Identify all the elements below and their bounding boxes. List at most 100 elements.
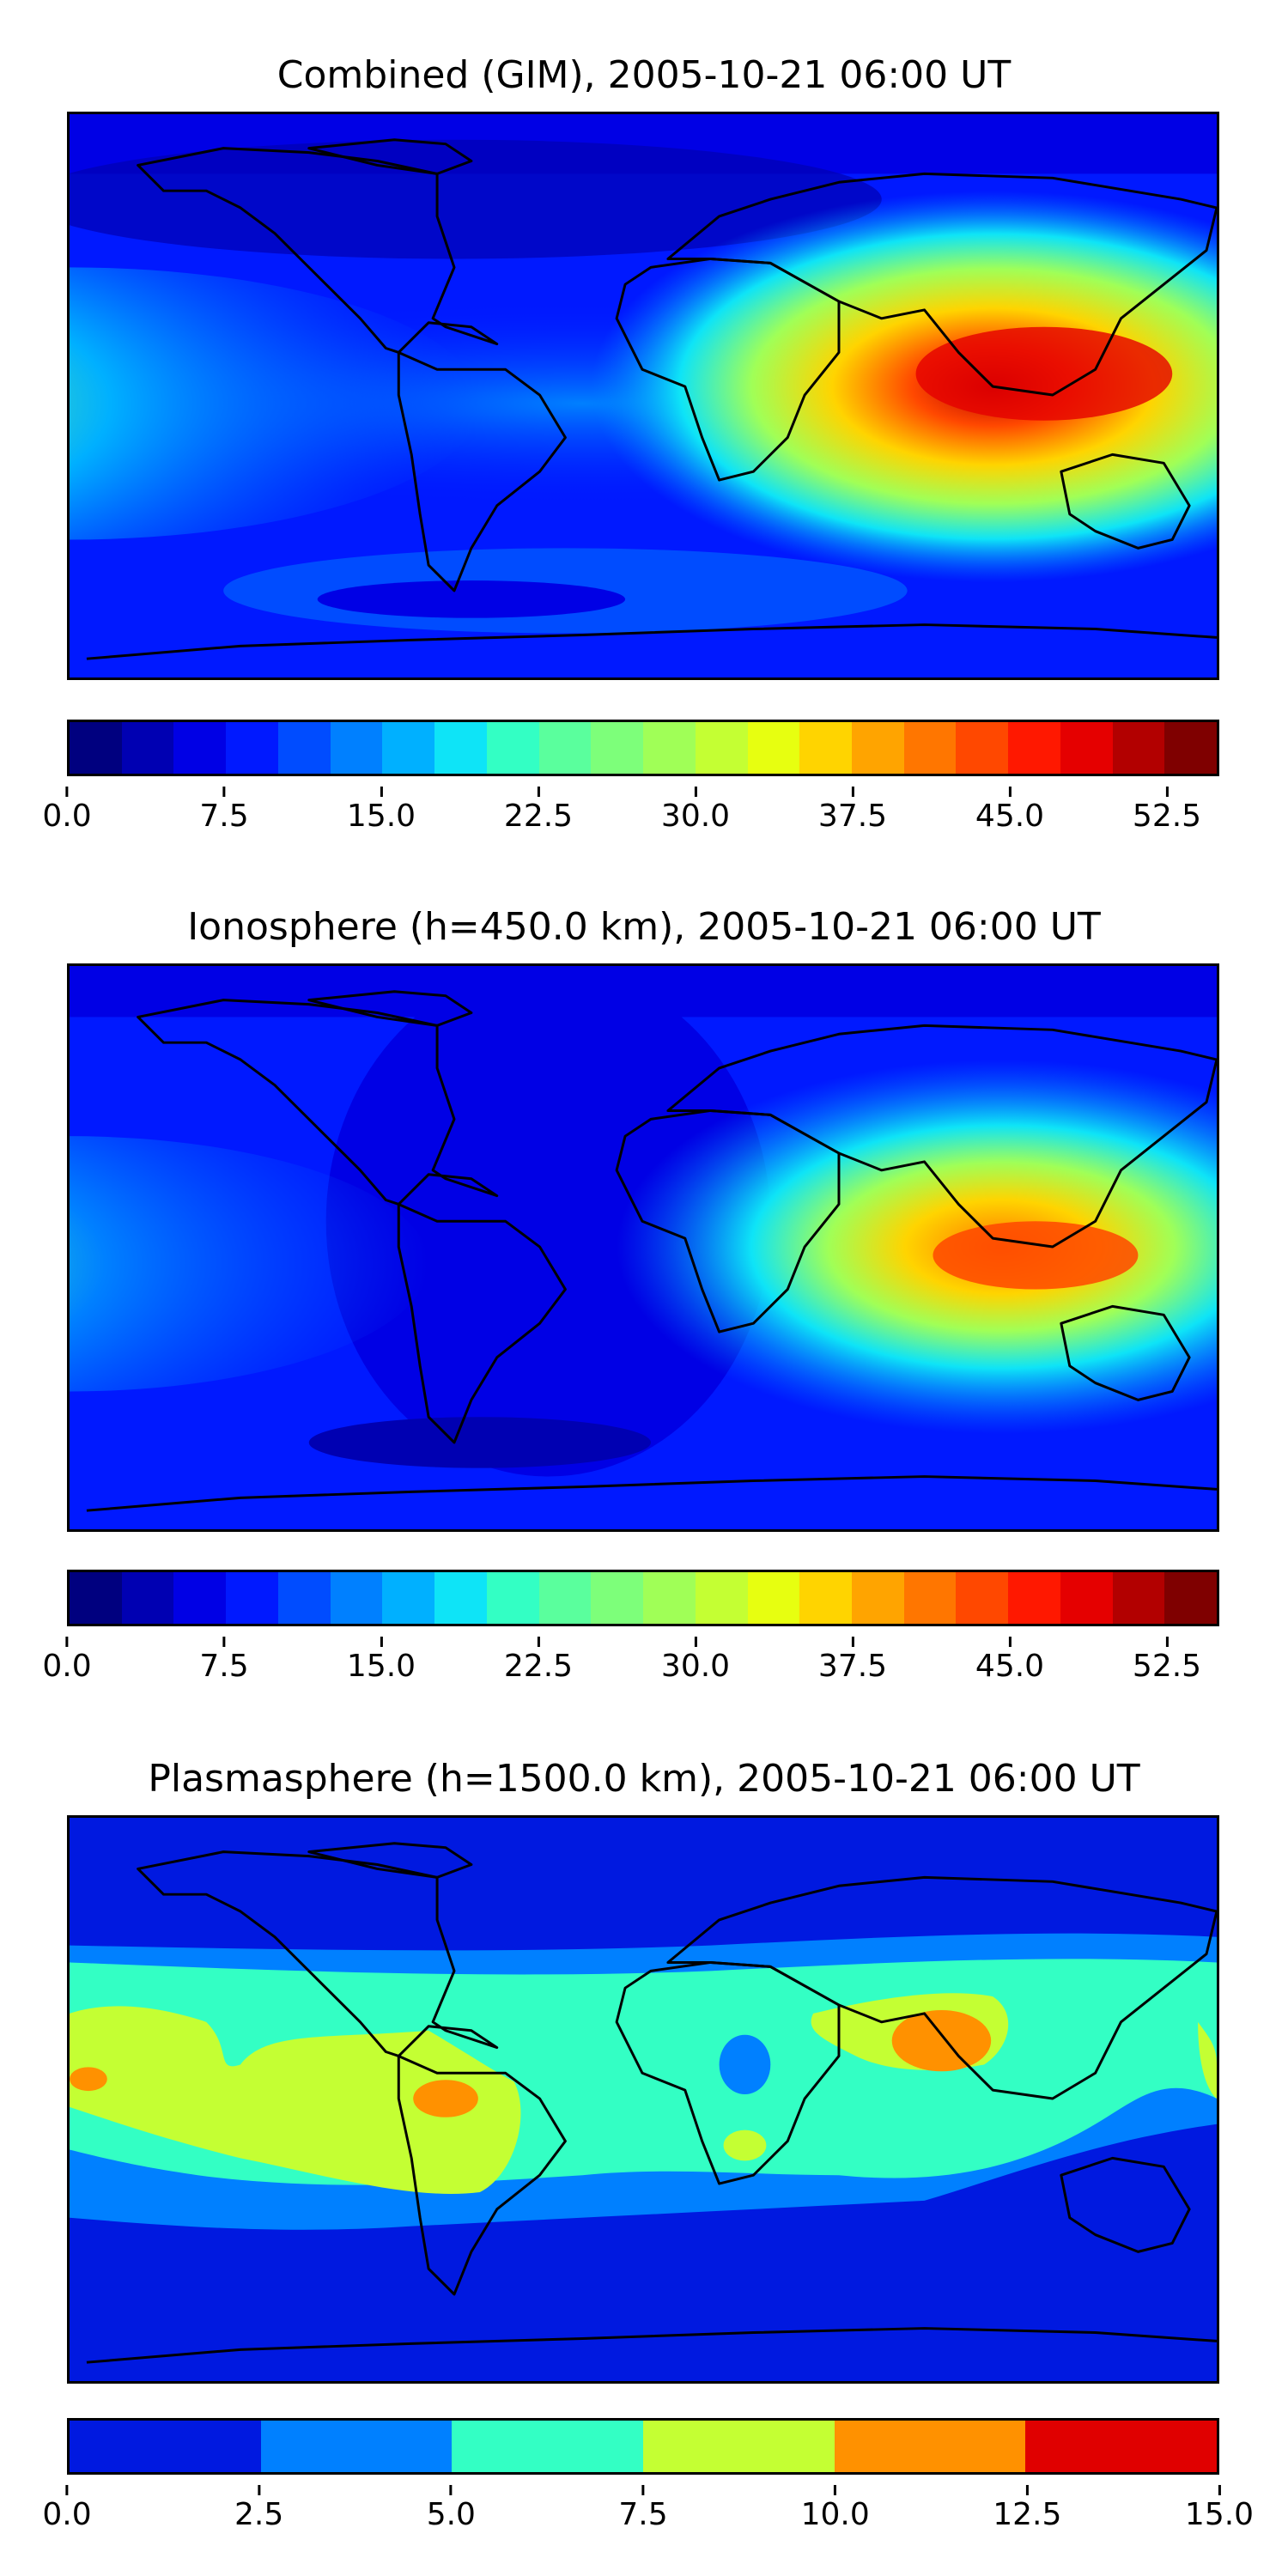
colorbar-ticks: 0.0 2.5 5.0 7.5 10.0 12.5 15.0: [42, 2485, 1254, 2549]
eurasia-outline: [666, 1024, 1217, 1249]
atlantic-low: [325, 966, 771, 1477]
asia-core: [933, 1221, 1139, 1290]
map-svg: [70, 1818, 1217, 2381]
colorbar-tick-label: 0.0: [42, 1637, 92, 1684]
level-4-india: [891, 2009, 992, 2072]
colorbar-tick-label: 7.5: [199, 787, 249, 834]
colorbar-tick-label: 2.5: [234, 2485, 284, 2532]
colorbar-tick-label: 37.5: [817, 1637, 888, 1684]
colorbar-tick-label: 5.0: [426, 2485, 476, 2532]
map-svg: [70, 966, 1217, 1529]
colorbar-level-4: [834, 2421, 1026, 2472]
colorbar-level-8: [486, 722, 539, 774]
colorbar-level-12: [695, 1572, 748, 1624]
colorbar-level-20: [1112, 722, 1165, 774]
colorbar-tick-label: 7.5: [618, 2485, 668, 2532]
colorbar-tick-label: 22.5: [503, 787, 574, 834]
eurasia-outline: [666, 1875, 1217, 2100]
colorbar-tick-label: 12.5: [993, 2485, 1062, 2532]
colorbar-level-14: [799, 1572, 853, 1624]
chart-title: Plasmasphere (h=1500.0 km), 2005-10-21 0…: [148, 1757, 1140, 1801]
colorbar-tick-label: 0.0: [42, 787, 92, 834]
tec-map: [67, 963, 1219, 1532]
colorbar-level-11: [643, 722, 696, 774]
tec-map: [67, 112, 1219, 680]
colorbar-level-1: [121, 722, 174, 774]
colorbar-level-19: [1060, 1572, 1113, 1624]
colorbar-tick-label: 15.0: [1184, 2485, 1255, 2532]
colorbar-level-15: [852, 722, 904, 774]
colorbar-level-0: [70, 1572, 122, 1624]
colorbar-tick-label: 15.0: [346, 1637, 416, 1684]
colorbar-tick-label: 30.0: [660, 787, 731, 834]
antarctica-outline: [86, 1475, 1217, 1512]
north-low: [70, 139, 882, 259]
colorbar-tick-label: 0.0: [42, 2485, 92, 2532]
asia-peak: [591, 191, 1217, 582]
colorbar-level-17: [956, 722, 1009, 774]
colorbar-level-21: [1164, 722, 1218, 774]
colorbar-ticks: 0.0 7.5 15.0 22.5 30.0 37.5 45.0 52.5: [42, 787, 1219, 850]
greenland-outline: [307, 1842, 473, 1879]
asia-peak: [617, 1060, 1217, 1434]
colorbar-level-3: [226, 1572, 278, 1624]
antarctica-outline: [86, 623, 1217, 660]
colorbar-level-15: [852, 1572, 904, 1624]
map-svg: [70, 114, 1217, 677]
colorbar-level-5: [330, 1572, 383, 1624]
colorbar-tick-label: 22.5: [503, 1637, 574, 1684]
asia-core: [915, 326, 1173, 421]
colorbar-level-16: [903, 1572, 957, 1624]
colorbar-tick-label: 37.5: [817, 787, 888, 834]
colorbar-level-21: [1164, 1572, 1218, 1624]
colorbar-level-13: [747, 1572, 800, 1624]
colorbar-level-1: [121, 1572, 174, 1624]
colorbar-level-3: [643, 2421, 835, 2472]
australia-outline: [1060, 2156, 1191, 2253]
colorbar-level-4: [277, 1572, 331, 1624]
south-america-outline: [397, 2054, 567, 2296]
colorbar-level-18: [1008, 722, 1060, 774]
colorbar-level-10: [591, 1572, 644, 1624]
colorbar-level-9: [538, 722, 592, 774]
colorbar-level-5: [1025, 2421, 1218, 2472]
colorbar-tick-label: 15.0: [346, 787, 416, 834]
colorbar-level-6: [382, 722, 435, 774]
colorbar-tick-label: 45.0: [975, 1637, 1045, 1684]
colorbar-level-14: [799, 722, 853, 774]
colorbar-level-4: [277, 722, 331, 774]
colorbar-level-9: [538, 1572, 592, 1624]
colorbar-level-13: [747, 722, 800, 774]
coastlines: [86, 990, 1217, 1512]
colorbar-level-11: [643, 1572, 696, 1624]
colorbar-level-6: [382, 1572, 435, 1624]
colorbar-level-7: [434, 1572, 487, 1624]
coastlines: [86, 1842, 1217, 2364]
chart-title: Ionosphere (h=450.0 km), 2005-10-21 06:0…: [187, 905, 1101, 949]
greenland-outline: [307, 138, 473, 175]
colorbar-tick-label: 52.5: [1132, 1637, 1202, 1684]
colorbar-level-3: [226, 722, 278, 774]
colorbar-level-20: [1112, 1572, 1165, 1624]
colorbar: [67, 1570, 1219, 1626]
colorbar-level-19: [1060, 722, 1113, 774]
africa-hole: [719, 2034, 771, 2095]
australia-outline: [1060, 453, 1191, 550]
colorbar-level-5: [330, 722, 383, 774]
colorbar-level-2: [452, 2421, 644, 2472]
colorbar-tick-label: 45.0: [975, 787, 1045, 834]
north-america-outline: [137, 999, 499, 1206]
antarctica-outline: [86, 2327, 1217, 2364]
greenland-outline: [307, 990, 473, 1027]
colorbar-level-10: [591, 722, 644, 774]
colorbar-level-2: [173, 722, 227, 774]
tec-map: [67, 1815, 1219, 2384]
north-america-outline: [137, 1850, 499, 2057]
colorbar-level-2: [173, 1572, 227, 1624]
colorbar-level-0: [70, 2421, 261, 2472]
australia-outline: [1060, 1304, 1191, 1401]
level-4-pacific: [70, 2067, 107, 2092]
colorbar-level-12: [695, 722, 748, 774]
south-low: [308, 1417, 651, 1468]
eurasia-outline: [666, 172, 1217, 397]
